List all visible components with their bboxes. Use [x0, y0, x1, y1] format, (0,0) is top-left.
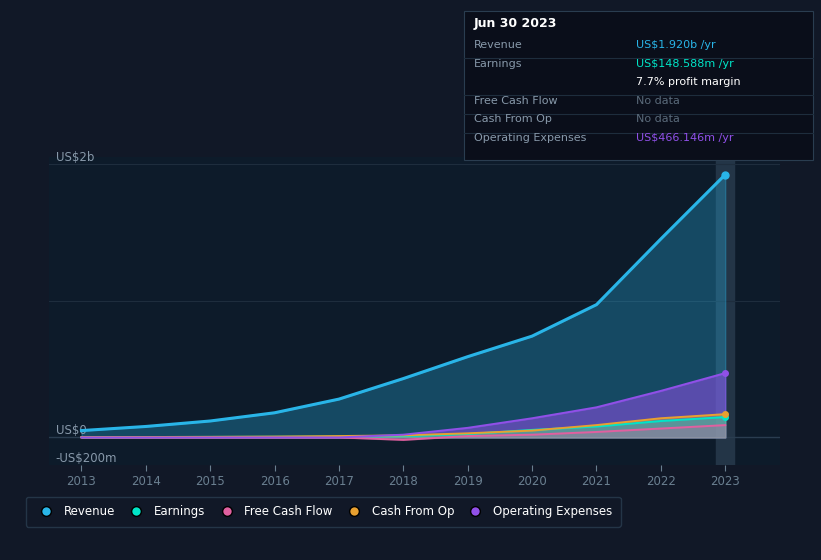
Text: -US$200m: -US$200m	[56, 452, 117, 465]
Text: US$2b: US$2b	[56, 151, 94, 164]
Text: Operating Expenses: Operating Expenses	[474, 133, 586, 143]
Text: Revenue: Revenue	[474, 40, 522, 50]
Text: US$148.588m /yr: US$148.588m /yr	[636, 59, 734, 69]
Text: Earnings: Earnings	[474, 59, 522, 69]
Text: US$1.920b /yr: US$1.920b /yr	[636, 40, 716, 50]
Text: US$466.146m /yr: US$466.146m /yr	[636, 133, 734, 143]
Text: No data: No data	[636, 96, 680, 106]
Text: 7.7% profit margin: 7.7% profit margin	[636, 77, 741, 87]
Text: US$0: US$0	[56, 424, 86, 437]
Text: Jun 30 2023: Jun 30 2023	[474, 17, 557, 30]
Legend: Revenue, Earnings, Free Cash Flow, Cash From Op, Operating Expenses: Revenue, Earnings, Free Cash Flow, Cash …	[26, 497, 621, 526]
Text: Free Cash Flow: Free Cash Flow	[474, 96, 557, 106]
Text: No data: No data	[636, 114, 680, 124]
Text: Cash From Op: Cash From Op	[474, 114, 552, 124]
